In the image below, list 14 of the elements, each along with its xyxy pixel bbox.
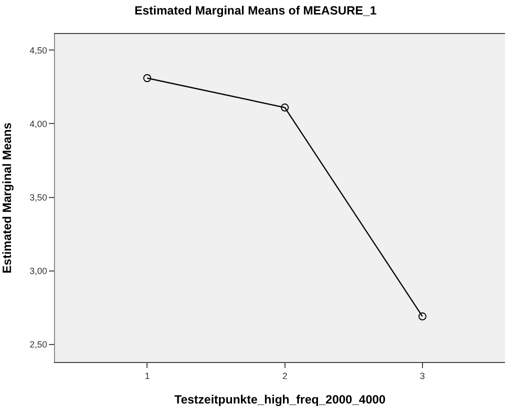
point (280, 104, 289, 112)
point (418, 312, 426, 320)
y-axis-title: Estimated Marginal Means (0, 122, 14, 274)
y-tick-label: 3,50 (30, 192, 48, 202)
x-tick-label: 3 (420, 370, 425, 381)
x-tick-label: 2 (282, 370, 288, 381)
y-tick-label: 2,50 (30, 340, 48, 350)
y-tick-label: 4,50 (30, 45, 48, 56)
x-tick-label: 1 (144, 370, 150, 381)
point (143, 74, 152, 82)
y-tick-label: 3,00 (30, 266, 48, 276)
x-axis-title: Testzeitpunkte_high_freq_2000_4000 (174, 392, 386, 407)
chart-title: Estimated Marginal Means of MEASURE_1 (134, 4, 377, 18)
y-tick-label: 4,00 (30, 118, 48, 129)
